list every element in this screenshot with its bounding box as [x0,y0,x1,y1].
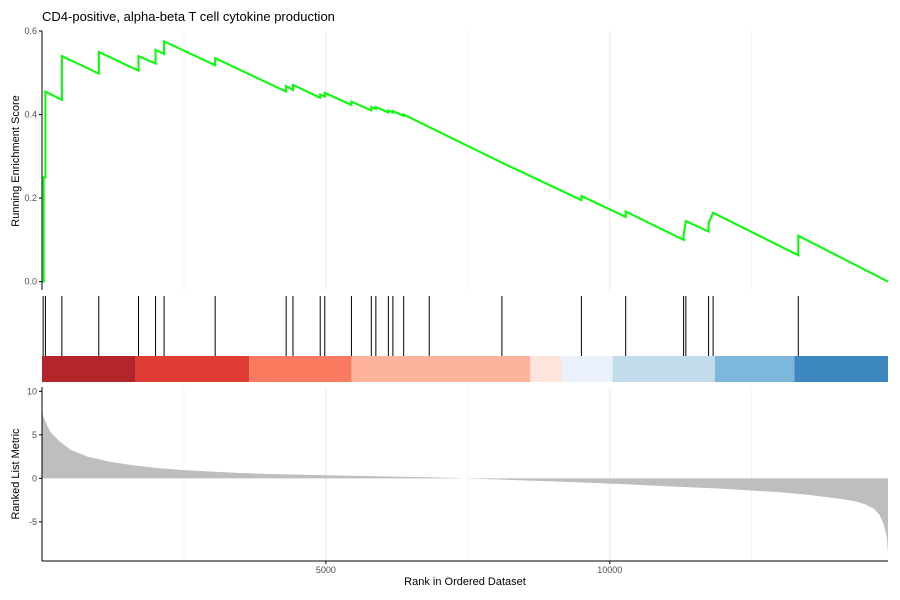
ranked-metric-area [42,408,888,554]
enrichment-score-line [42,39,889,283]
chart-title: CD4-positive, alpha-beta T cell cytokine… [42,9,335,24]
rank-color-bar [42,356,888,382]
enrichment-y-tick-label: 0.4 [24,110,37,120]
color-bar-segment [135,356,250,382]
metric-y-axis-label: Ranked List Metric [10,428,22,520]
ranked-metric-panel: -5 0 5 10 5000 10000 Rank in Ordered Dataset… [10,386,888,588]
enrichment-y-axis-label: Running Enrichment Score [10,95,22,226]
metric-y-axis-ticks: -5 0 5 10 [27,386,42,527]
color-bar-segment [42,356,136,382]
color-bar-segment [794,356,888,382]
enrichment-y-tick-label: 0.6 [24,26,37,36]
x-axis-label: Rank in Ordered Dataset [404,576,526,588]
enrichment-score-panel: 0.0 0.2 0.4 0.6 Running Enrichment Score [10,26,889,290]
enrichment-y-tick-label: 0.2 [24,193,37,203]
enrichment-y-tick-label: 0.0 [24,277,37,287]
color-bar-segment [561,356,613,382]
color-bar-segment [249,356,352,382]
x-axis-ticks: 5000 10000 [316,561,622,575]
enrichment-gridlines [183,31,753,290]
x-tick-label: 5000 [316,565,336,575]
gene-hit-lines [42,296,799,356]
color-bar-segment [530,356,562,382]
metric-y-tick-label: 10 [27,386,37,396]
enrichment-y-axis-ticks: 0.0 0.2 0.4 0.6 [24,26,42,287]
color-bar-segment [351,356,531,382]
metric-gridlines [183,387,753,561]
metric-y-tick-label: 0 [32,473,37,483]
metric-y-tick-label: 5 [32,430,37,440]
x-tick-label: 10000 [597,565,622,575]
gene-hits-panel [42,296,888,382]
color-bar-segment [714,356,795,382]
metric-y-tick-label: -5 [29,517,37,527]
color-bar-segment [612,356,715,382]
